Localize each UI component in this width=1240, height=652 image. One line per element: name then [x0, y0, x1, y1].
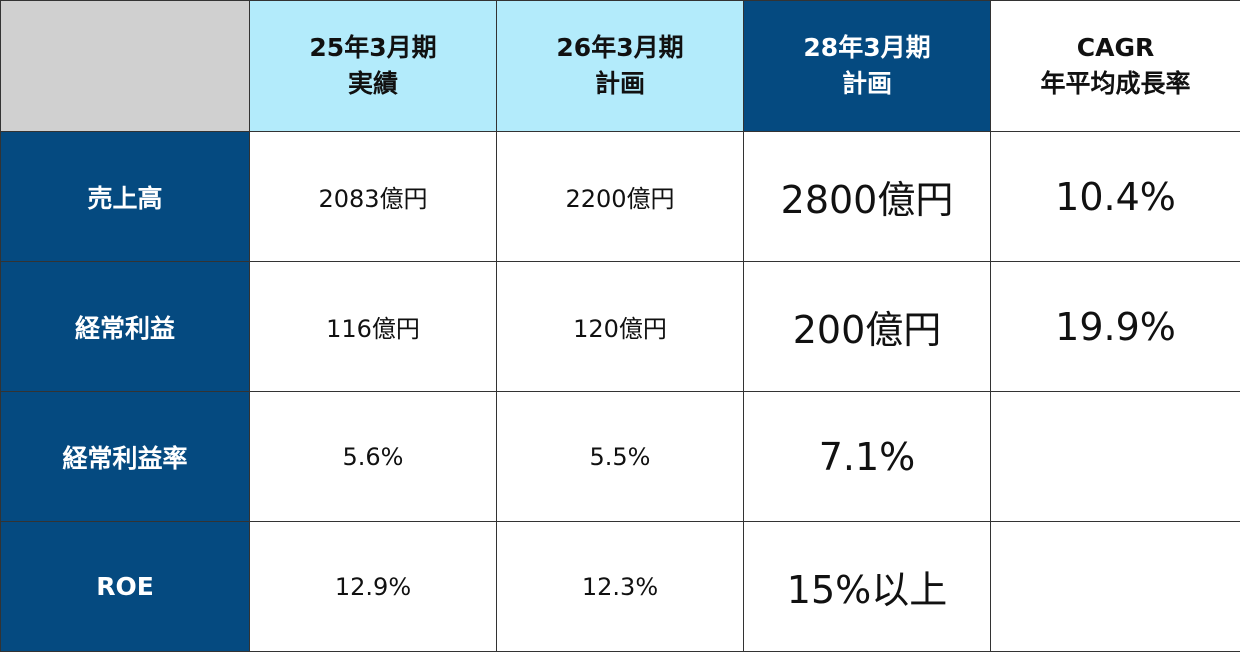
cell-fy25: 2083億円	[249, 131, 497, 262]
cell-fy25: 12.9%	[249, 521, 497, 652]
cell-fy25: 116億円	[249, 261, 497, 392]
table-row-roe: ROE 12.9% 12.3% 15%以上	[0, 521, 1240, 652]
header-fy26-type: 計画	[594, 69, 645, 98]
cell-fy28: 2800億円	[743, 131, 991, 262]
cell-fy26: 2200億円	[496, 131, 744, 262]
cell-fy28: 200億円	[743, 261, 991, 392]
header-cagr-title: CAGR	[1076, 33, 1155, 62]
corner-cell	[0, 0, 250, 132]
row-label: 経常利益	[0, 261, 250, 392]
cell-fy28: 7.1%	[743, 391, 991, 522]
header-fy25-actual: 25年3月期 実績	[249, 0, 497, 132]
cell-fy26: 5.5%	[496, 391, 744, 522]
table-row-ordinary-profit: 経常利益 116億円 120億円 200億円 19.9%	[0, 261, 1240, 392]
table-row-ordinary-profit-margin: 経常利益率 5.6% 5.5% 7.1%	[0, 391, 1240, 522]
cell-cagr	[990, 391, 1240, 522]
row-label: 売上高	[0, 131, 250, 262]
cell-cagr: 10.4%	[990, 131, 1240, 262]
cell-fy26: 12.3%	[496, 521, 744, 652]
header-fy25-period: 25年3月期	[309, 33, 437, 62]
cell-cagr: 19.9%	[990, 261, 1240, 392]
cell-fy26: 120億円	[496, 261, 744, 392]
cell-cagr	[990, 521, 1240, 652]
table-row-sales: 売上高 2083億円 2200億円 2800億円 10.4%	[0, 131, 1240, 262]
header-fy26-plan: 26年3月期 計画	[496, 0, 744, 132]
row-label: ROE	[0, 521, 250, 652]
header-fy28-plan: 28年3月期 計画	[743, 0, 991, 132]
header-fy25-type: 実績	[347, 69, 398, 98]
header-row: 25年3月期 実績 26年3月期 計画 28年3月期 計画 CAGR 年平均成長…	[0, 0, 1240, 132]
row-label: 経常利益率	[0, 391, 250, 522]
header-cagr-subtitle: 年平均成長率	[1040, 69, 1191, 98]
cell-fy25: 5.6%	[249, 391, 497, 522]
header-fy28-type: 計画	[841, 69, 892, 98]
header-cagr: CAGR 年平均成長率	[990, 0, 1240, 132]
cell-fy28: 15%以上	[743, 521, 991, 652]
header-fy28-period: 28年3月期	[803, 33, 931, 62]
header-fy26-period: 26年3月期	[556, 33, 684, 62]
